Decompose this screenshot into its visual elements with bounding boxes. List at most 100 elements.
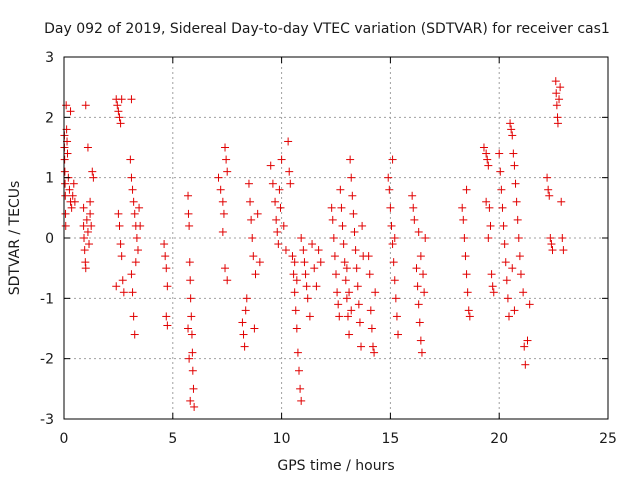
- data-point: [342, 264, 351, 273]
- data-point: [520, 342, 529, 351]
- data-point: [500, 240, 509, 249]
- data-point: [162, 312, 171, 321]
- data-point: [305, 312, 314, 321]
- data-point: [89, 173, 98, 182]
- data-point: [297, 396, 306, 405]
- data-point: [508, 131, 517, 140]
- data-point: [310, 264, 319, 273]
- data-point: [420, 288, 429, 297]
- data-point: [187, 330, 196, 339]
- data-point: [511, 179, 520, 188]
- data-point: [506, 119, 515, 128]
- data-point: [345, 330, 354, 339]
- data-point: [335, 312, 344, 321]
- data-point: [130, 330, 139, 339]
- data-point: [507, 125, 516, 134]
- data-point: [495, 149, 504, 158]
- data-point: [384, 173, 393, 182]
- data-point: [86, 197, 95, 206]
- data-point: [268, 179, 277, 188]
- data-point: [82, 215, 91, 224]
- data-point: [83, 227, 92, 236]
- data-point: [390, 276, 399, 285]
- data-point: [188, 366, 197, 375]
- data-point: [190, 402, 199, 411]
- x-tick-label: 5: [168, 431, 177, 447]
- data-point: [161, 252, 170, 261]
- data-point: [510, 306, 519, 315]
- data-point: [290, 288, 299, 297]
- data-point: [465, 312, 474, 321]
- data-point: [70, 197, 79, 206]
- data-point: [349, 209, 358, 218]
- data-point: [66, 107, 75, 116]
- data-point: [301, 270, 310, 279]
- data-point: [421, 234, 430, 242]
- data-point: [127, 95, 136, 104]
- y-tick-label: -2: [40, 352, 54, 368]
- data-point: [416, 336, 425, 345]
- y-tick-label: -3: [40, 412, 54, 428]
- data-point: [523, 336, 532, 345]
- data-point: [246, 197, 255, 206]
- data-point: [250, 324, 259, 333]
- data-point: [367, 324, 376, 333]
- data-point: [509, 149, 518, 158]
- data-point: [460, 234, 469, 242]
- data-point: [336, 185, 345, 194]
- data-point: [297, 234, 306, 242]
- data-point: [508, 264, 517, 273]
- y-tick-label: 0: [45, 231, 54, 247]
- data-point: [223, 276, 232, 285]
- data-point: [60, 167, 69, 176]
- data-point: [184, 324, 193, 333]
- data-point: [216, 185, 225, 194]
- data-point: [392, 312, 401, 321]
- data-point: [242, 294, 251, 303]
- data-point: [186, 276, 195, 285]
- data-point: [131, 258, 140, 267]
- data-point: [118, 276, 127, 285]
- data-point: [129, 197, 138, 206]
- data-point: [248, 234, 257, 242]
- data-point: [247, 215, 256, 224]
- data-point: [391, 294, 400, 303]
- data-point: [347, 306, 356, 315]
- data-point: [67, 203, 76, 212]
- data-point: [543, 173, 552, 182]
- data-point: [409, 203, 418, 212]
- data-point: [133, 246, 142, 255]
- data-point: [61, 191, 70, 200]
- data-point: [545, 191, 554, 200]
- data-point: [281, 246, 290, 255]
- data-point: [115, 221, 124, 230]
- data-point: [275, 185, 284, 194]
- data-point: [388, 155, 397, 164]
- y-tick-label: 3: [45, 50, 54, 66]
- data-point: [488, 282, 497, 291]
- data-point: [525, 300, 534, 309]
- data-point: [352, 264, 361, 273]
- data-point: [299, 246, 308, 255]
- data-point: [482, 197, 491, 206]
- data-point: [117, 252, 126, 261]
- data-point: [289, 270, 298, 279]
- data-point: [291, 306, 300, 315]
- data-point: [510, 161, 519, 170]
- data-point: [292, 276, 301, 285]
- data-point: [489, 288, 498, 297]
- data-point: [116, 240, 125, 249]
- data-point: [364, 252, 373, 261]
- data-point: [218, 227, 227, 236]
- chart-title: Day 092 of 2019, Sidereal Day-to-day VTE…: [44, 21, 610, 37]
- x-tick-label: 0: [60, 431, 69, 447]
- data-point: [503, 294, 512, 303]
- data-point: [223, 167, 232, 176]
- data-point: [60, 155, 69, 164]
- data-point: [303, 294, 312, 303]
- data-point: [162, 264, 171, 273]
- data-point: [63, 149, 72, 158]
- data-point: [371, 288, 380, 297]
- data-point: [504, 312, 513, 321]
- data-point: [410, 215, 419, 224]
